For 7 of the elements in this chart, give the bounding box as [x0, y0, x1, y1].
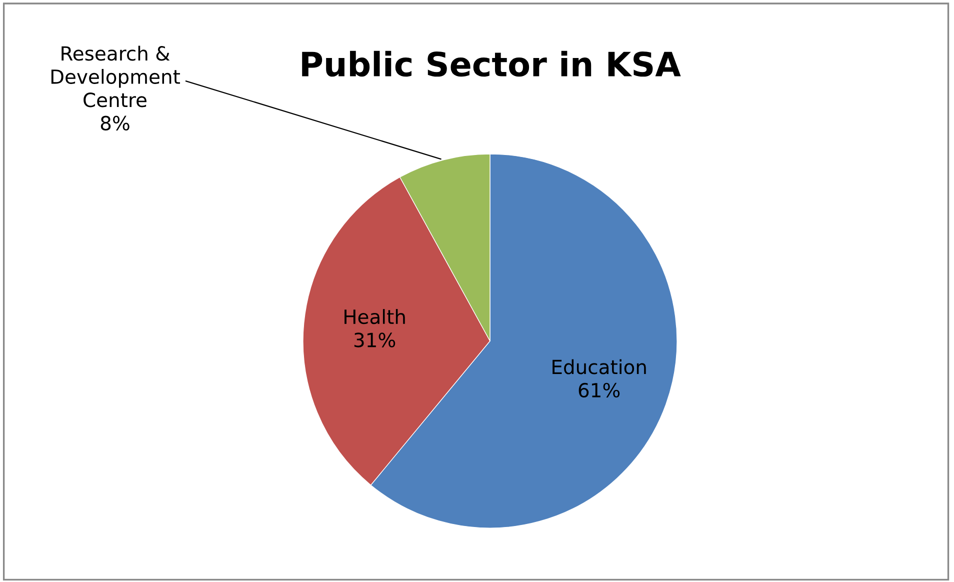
- slice-label: Health: [344, 309, 405, 324]
- chart-title: Public Sector in KSA: [302, 50, 681, 77]
- slice-label: Education: [552, 359, 646, 374]
- slice-label: Research & Development Centre: [51, 46, 180, 108]
- data-label: 31%: [354, 332, 396, 348]
- data-label: 8%: [100, 116, 130, 131]
- data-label: 61%: [578, 382, 620, 398]
